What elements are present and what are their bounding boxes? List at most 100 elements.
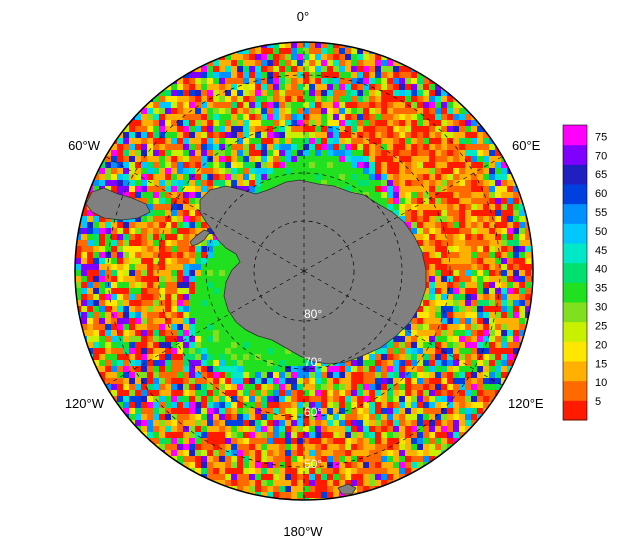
- data-cell: [321, 378, 328, 385]
- data-cell: [207, 336, 214, 343]
- data-cell: [405, 210, 412, 217]
- data-cell: [303, 174, 310, 181]
- data-cell: [249, 138, 256, 145]
- data-cell: [489, 156, 496, 163]
- data-cell: [285, 108, 292, 115]
- data-cell: [489, 384, 496, 391]
- data-cell: [291, 138, 298, 145]
- data-cell: [231, 114, 238, 121]
- data-cell: [135, 186, 142, 193]
- data-cell: [441, 150, 448, 157]
- data-cell: [285, 408, 292, 415]
- data-cell: [153, 282, 160, 289]
- data-cell: [213, 96, 220, 103]
- data-cell: [111, 294, 118, 301]
- data-cell: [111, 264, 118, 271]
- data-cell: [165, 378, 172, 385]
- data-cell: [351, 108, 358, 115]
- data-cell: [183, 90, 190, 97]
- data-cell: [165, 240, 172, 247]
- data-cell: [333, 366, 340, 373]
- data-cell: [417, 330, 424, 337]
- data-cell: [363, 66, 370, 73]
- data-cell: [399, 72, 406, 79]
- data-cell: [183, 234, 190, 241]
- data-cell: [435, 150, 442, 157]
- data-cell: [135, 246, 142, 253]
- data-cell: [327, 168, 334, 175]
- data-cell: [249, 426, 256, 433]
- data-cell: [303, 102, 310, 109]
- data-cell: [243, 408, 250, 415]
- data-cell: [261, 342, 268, 349]
- data-cell: [447, 438, 454, 445]
- data-cell: [333, 450, 340, 457]
- data-cell: [81, 234, 88, 241]
- data-cell: [405, 450, 412, 457]
- data-cell: [309, 168, 316, 175]
- data-cell: [273, 138, 280, 145]
- data-cell: [285, 420, 292, 427]
- data-cell: [219, 408, 226, 415]
- data-cell: [81, 246, 88, 253]
- data-cell: [387, 108, 394, 115]
- data-cell: [393, 414, 400, 421]
- data-cell: [261, 378, 268, 385]
- data-cell: [213, 138, 220, 145]
- data-cell: [429, 306, 436, 313]
- data-cell: [141, 384, 148, 391]
- data-cell: [333, 168, 340, 175]
- data-cell: [321, 438, 328, 445]
- data-cell: [441, 312, 448, 319]
- data-cell: [345, 414, 352, 421]
- data-cell: [447, 384, 454, 391]
- data-cell: [249, 84, 256, 91]
- data-cell: [375, 366, 382, 373]
- data-cell: [519, 240, 526, 247]
- data-cell: [411, 360, 418, 367]
- data-cell: [177, 324, 184, 331]
- data-cell: [483, 228, 490, 235]
- data-cell: [87, 222, 94, 229]
- data-cell: [291, 96, 298, 103]
- data-cell: [375, 150, 382, 157]
- data-cell: [261, 126, 268, 133]
- data-cell: [81, 276, 88, 283]
- data-cell: [171, 144, 178, 151]
- data-cell: [321, 72, 328, 79]
- data-cell: [123, 294, 130, 301]
- data-cell: [153, 360, 160, 367]
- data-cell: [225, 60, 232, 67]
- data-cell: [165, 96, 172, 103]
- data-cell: [357, 354, 364, 361]
- data-cell: [525, 234, 532, 241]
- data-cell: [363, 42, 370, 49]
- data-cell: [519, 300, 526, 307]
- data-cell: [507, 342, 514, 349]
- data-cell: [369, 462, 376, 469]
- data-cell: [351, 474, 358, 481]
- data-cell: [369, 408, 376, 415]
- data-cell: [519, 288, 526, 295]
- data-cell: [159, 414, 166, 421]
- data-cell: [291, 468, 298, 475]
- data-cell: [507, 312, 514, 319]
- data-cell: [483, 270, 490, 277]
- data-cell: [285, 138, 292, 145]
- data-cell: [309, 114, 316, 121]
- data-cell: [165, 192, 172, 199]
- data-cell: [525, 300, 532, 307]
- data-cell: [405, 444, 412, 451]
- data-cell: [141, 144, 148, 151]
- data-cell: [399, 480, 406, 487]
- data-cell: [303, 144, 310, 151]
- data-cell: [351, 462, 358, 469]
- data-cell: [429, 264, 436, 271]
- data-cell: [171, 336, 178, 343]
- data-cell: [183, 126, 190, 133]
- data-cell: [351, 102, 358, 109]
- data-cell: [189, 348, 196, 355]
- data-cell: [471, 348, 478, 355]
- data-cell: [231, 66, 238, 73]
- data-cell: [183, 396, 190, 403]
